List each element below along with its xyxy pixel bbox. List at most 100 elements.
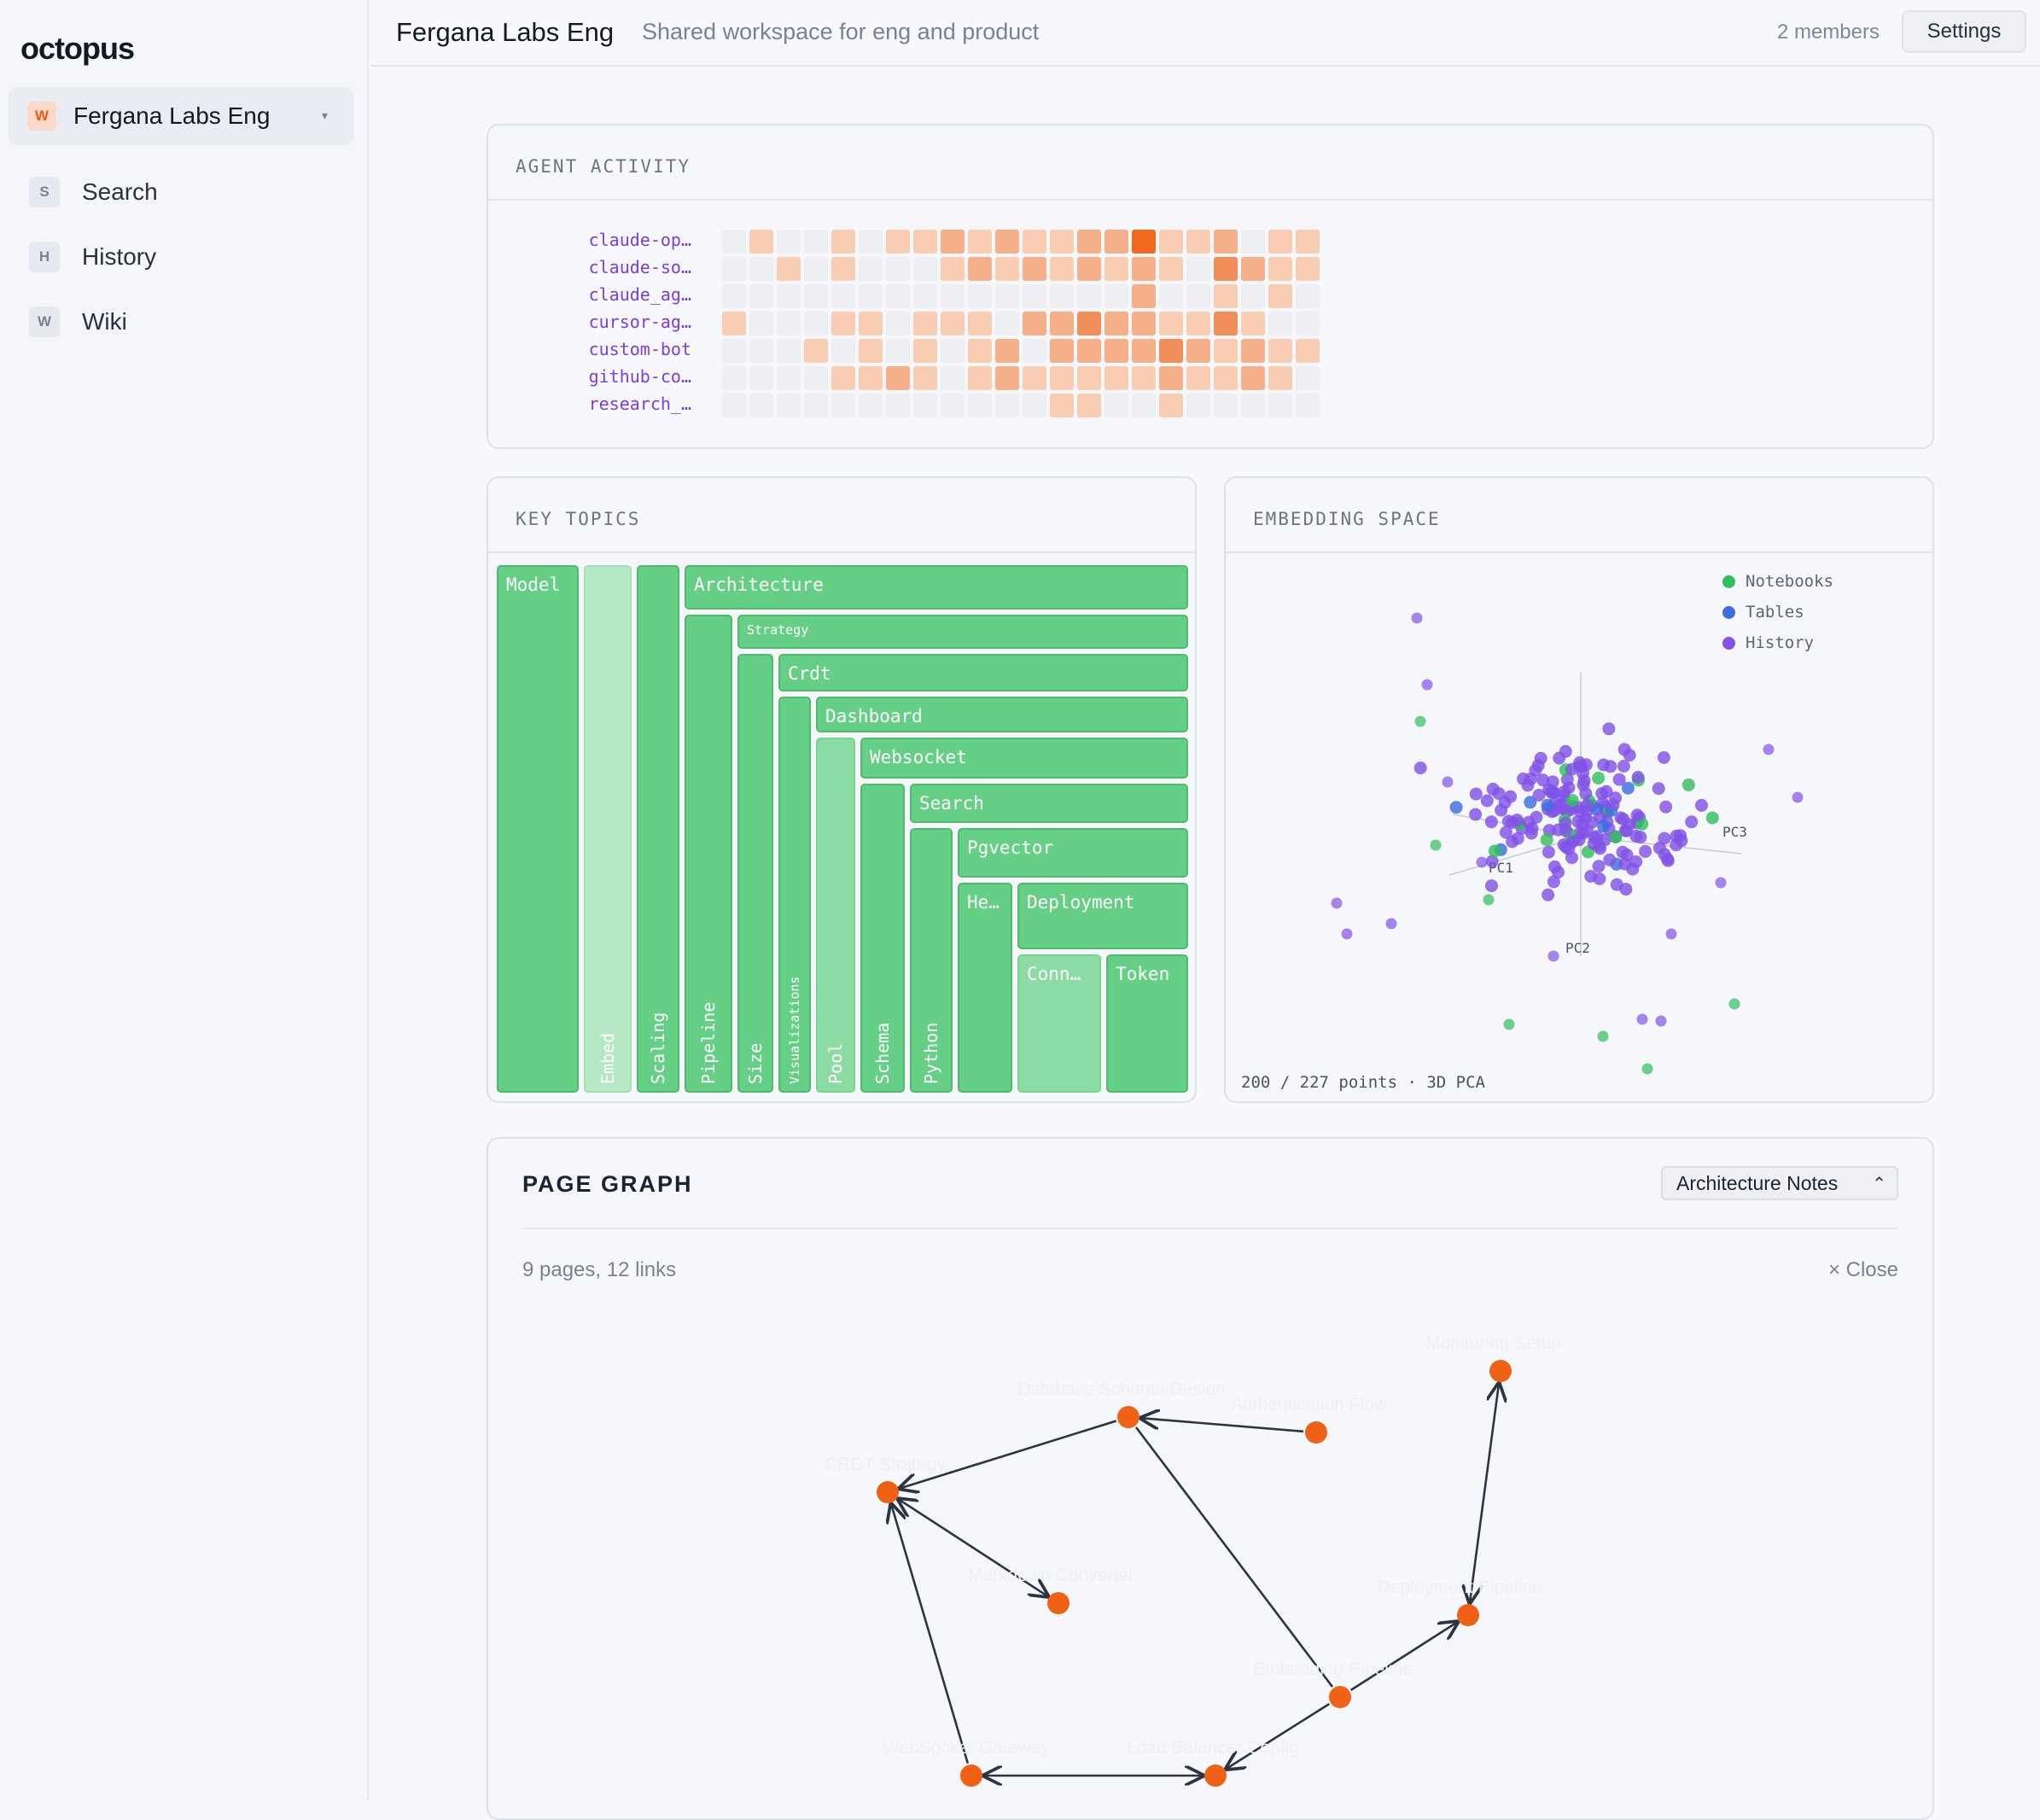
members-count[interactable]: 2 members [1776,20,1880,44]
sidebar-item-wiki[interactable]: W Wiki [29,305,127,339]
heatmap-cell[interactable] [777,394,801,417]
heatmap-cell[interactable] [886,230,910,254]
heatmap-cell[interactable] [1159,230,1183,254]
heatmap-cell[interactable] [859,394,883,417]
heatmap-cell[interactable] [831,284,855,308]
heatmap-cell[interactable] [859,257,883,281]
heatmap-cell[interactable] [913,312,937,335]
treemap-cell[interactable]: Pipeline [685,615,732,1093]
heatmap-cell[interactable] [1050,284,1074,308]
heatmap-cell[interactable] [1214,230,1238,254]
heatmap-cell[interactable] [1159,394,1183,417]
heatmap-cell[interactable] [1268,339,1292,363]
heatmap-cell[interactable] [886,394,910,417]
heatmap-cell[interactable] [749,312,773,335]
heatmap-cell[interactable] [749,394,773,417]
heatmap-cell[interactable] [1077,394,1101,417]
treemap-cell[interactable]: Conn… [1017,954,1101,1093]
heatmap-cell[interactable] [1268,284,1292,308]
heatmap-cell[interactable] [831,394,855,417]
treemap-cell[interactable]: Deployment [1017,883,1188,949]
graph-node[interactable] [1117,1406,1139,1428]
heatmap-cell[interactable] [1159,366,1183,390]
heatmap-cell[interactable] [777,257,801,281]
agent-label[interactable]: cursor-ag… [588,312,691,332]
heatmap-cell[interactable] [968,257,992,281]
heatmap-cell[interactable] [722,394,746,417]
legend-history[interactable]: History [1722,633,1814,652]
legend-tables[interactable]: Tables [1722,603,1804,621]
heatmap-cell[interactable] [995,284,1019,308]
heatmap-cell[interactable] [1214,339,1238,363]
heatmap-cell[interactable] [941,312,965,335]
page-graph-canvas[interactable]: Database Schema Design Authentication Flo… [488,1139,1934,1820]
heatmap-cell[interactable] [831,230,855,254]
heatmap-cell[interactable] [913,394,937,417]
agent-label[interactable]: claude-so… [588,257,691,277]
heatmap-cell[interactable] [749,257,773,281]
heatmap-cell[interactable] [749,339,773,363]
agent-label[interactable]: github-co… [588,366,691,387]
heatmap-cell[interactable] [1132,230,1156,254]
heatmap-cell[interactable] [1132,339,1156,363]
agent-label[interactable]: custom-bot [588,339,691,359]
treemap-cell[interactable]: Visualizations [778,697,811,1093]
heatmap-cell[interactable] [913,366,937,390]
heatmap-cell[interactable] [886,257,910,281]
heatmap-cell[interactable] [1296,257,1320,281]
heatmap-cell[interactable] [968,366,992,390]
treemap-cell[interactable]: Model [497,565,579,1093]
heatmap-cell[interactable] [1268,312,1292,335]
heatmap-cell[interactable] [1241,284,1265,308]
heatmap-cell[interactable] [1159,312,1183,335]
heatmap-cell[interactable] [1050,339,1074,363]
heatmap-cell[interactable] [1132,312,1156,335]
agent-label[interactable]: claude-op… [588,230,691,250]
heatmap-cell[interactable] [941,366,965,390]
heatmap-cell[interactable] [886,284,910,308]
heatmap-cell[interactable] [804,257,828,281]
heatmap-cell[interactable] [1241,230,1265,254]
heatmap-cell[interactable] [1268,366,1292,390]
heatmap-cell[interactable] [941,284,965,308]
close-button[interactable]: × Close [1827,1258,1898,1281]
graph-node[interactable] [1047,1592,1070,1614]
heatmap-cell[interactable] [1214,312,1238,335]
heatmap-cell[interactable] [804,394,828,417]
heatmap-cell[interactable] [886,366,910,390]
heatmap-cell[interactable] [749,230,773,254]
heatmap-cell[interactable] [968,394,992,417]
heatmap-cell[interactable] [1241,394,1265,417]
heatmap-cell[interactable] [941,257,965,281]
heatmap-cell[interactable] [995,312,1019,335]
heatmap-cell[interactable] [1296,339,1320,363]
heatmap-cell[interactable] [1186,312,1210,335]
graph-node[interactable] [1457,1604,1479,1626]
heatmap-cell[interactable] [722,312,746,335]
treemap-cell[interactable]: Websocket [860,738,1188,779]
heatmap-cell[interactable] [1105,394,1128,417]
heatmap-cell[interactable] [1050,230,1074,254]
heatmap-cell[interactable] [1023,394,1046,417]
heatmap-cell[interactable] [859,366,883,390]
heatmap-cell[interactable] [1105,230,1128,254]
heatmap-cell[interactable] [777,284,801,308]
heatmap-cell[interactable] [777,230,801,254]
heatmap-cell[interactable] [749,284,773,308]
graph-node[interactable] [1204,1765,1227,1787]
heatmap-cell[interactable] [995,366,1019,390]
workspace-switcher[interactable]: W Fergana Labs Eng ▾ [9,87,353,145]
heatmap-cell[interactable] [1105,366,1128,390]
heatmap-cell[interactable] [1023,366,1046,390]
treemap-cell[interactable]: Strategy [737,615,1188,649]
heatmap-cell[interactable] [1105,284,1128,308]
heatmap-cell[interactable] [1077,257,1101,281]
heatmap-cell[interactable] [1296,284,1320,308]
heatmap-cell[interactable] [1077,366,1101,390]
heatmap-cell[interactable] [941,230,965,254]
treemap-cell[interactable]: Schema [860,784,905,1093]
treemap-cell[interactable]: Size [737,654,773,1093]
heatmap-cell[interactable] [1241,312,1265,335]
heatmap-cell[interactable] [1050,312,1074,335]
heatmap-cell[interactable] [831,312,855,335]
